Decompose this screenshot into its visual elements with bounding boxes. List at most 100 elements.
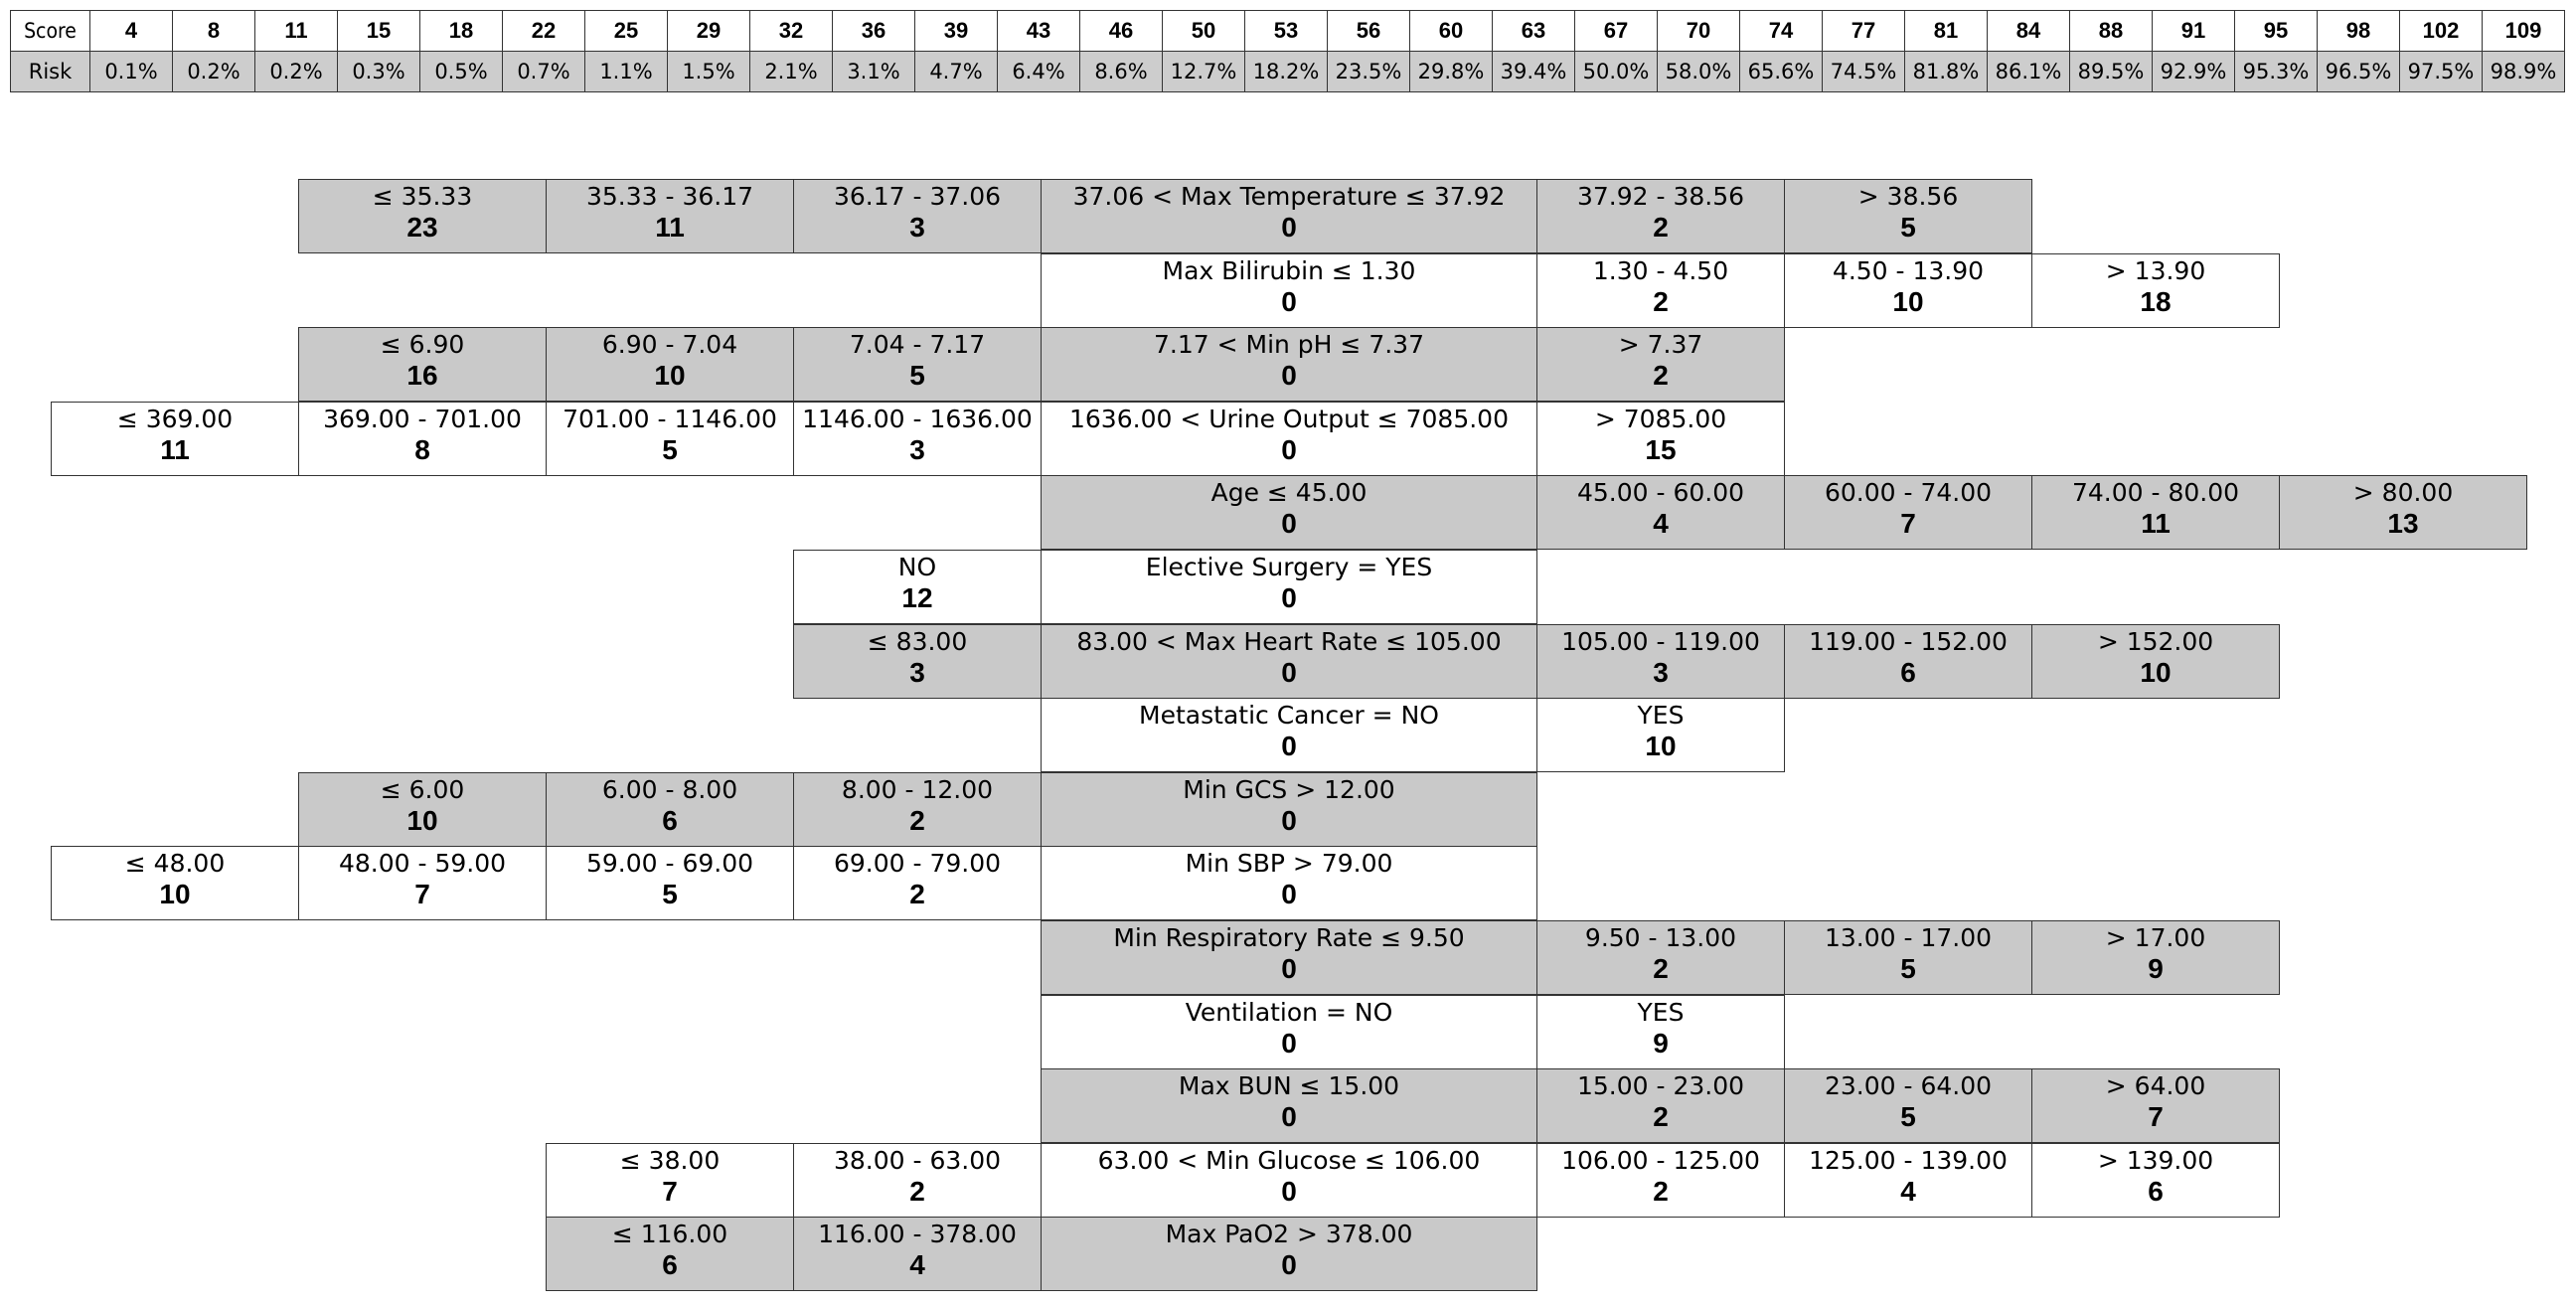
bin-points: 2 [1653,1175,1669,1207]
bin-label: 1.30 - 4.50 [1592,255,1729,285]
score-cell: 77 [1822,10,1905,52]
max-temperature-bin: 36.17 - 37.06 3 [793,179,1042,253]
risk-cell: 39.4% [1492,51,1575,92]
bin-label: 63.00 < Min Glucose ≤ 106.00 [1097,1145,1481,1175]
bin-label: 45.00 - 60.00 [1576,478,1745,508]
risk-cell: 98.9% [2482,51,2565,92]
bin-points: 11 [655,212,685,243]
risk-cell: 92.9% [2152,51,2235,92]
bin-label: Metastatic Cancer = NO [1139,701,1439,731]
bin-points: 10 [654,360,686,392]
risk-cell: 12.7% [1162,51,1245,92]
bin-points: 23 [406,212,438,243]
bin-points: 7 [2148,1101,2164,1133]
risk-cell: 50.0% [1574,51,1658,92]
score-cell: 74 [1739,10,1823,52]
urine-output-reference: 1636.00 < Urine Output ≤ 7085.00 0 [1041,401,1537,476]
bin-points: 4 [909,1249,925,1281]
elective-surgery-bin: NO 12 [793,550,1042,624]
urine-output-bin: 369.00 - 701.00 8 [298,401,547,476]
score-cell: 36 [832,10,915,52]
urine-output-bin: 701.00 - 1146.00 5 [546,401,794,476]
bin-points: 0 [1281,582,1297,613]
score-cell: 8 [172,10,255,52]
bin-label: ≤ 6.90 [380,330,465,360]
max-temperature-reference: 37.06 < Max Temperature ≤ 37.92 0 [1041,179,1537,253]
bin-points: 15 [1645,433,1677,465]
risk-cell: 0.7% [502,51,585,92]
min-gcs-reference: Min GCS > 12.00 0 [1041,771,1537,847]
bin-label: 60.00 - 74.00 [1824,478,1993,508]
score-cell: 56 [1327,10,1410,52]
max-temperature-bin: 35.33 - 36.17 11 [546,179,794,253]
bin-label: 48.00 - 59.00 [338,849,507,879]
bin-points: 12 [901,582,933,613]
min-respiratory-rate-bin: > 17.00 9 [2031,920,2280,995]
bin-label: 38.00 - 63.00 [833,1145,1002,1175]
max-heart-rate-bin: 105.00 - 119.00 3 [1536,623,1785,699]
bin-points: 0 [1281,360,1297,392]
bin-points: 0 [1281,1101,1297,1133]
bin-points: 4 [1900,1175,1916,1207]
bin-points: 2 [909,879,925,910]
bin-points: 16 [406,360,438,392]
bin-label: YES [1637,701,1685,731]
min-gcs-bin: 6.00 - 8.00 6 [546,771,794,847]
risk-cell: 89.5% [2069,51,2153,92]
bin-label: > 38.56 [1857,182,1959,211]
risk-cell: 29.8% [1409,51,1493,92]
bin-label: 15.00 - 23.00 [1576,1071,1745,1101]
min-ph-reference: 7.17 < Min pH ≤ 7.37 0 [1041,327,1537,403]
min-sbp-bin: ≤ 48.00 10 [51,846,299,921]
bin-label: 125.00 - 139.00 [1809,1145,2008,1175]
score-cell: 46 [1079,10,1163,52]
max-temperature-bin: > 38.56 5 [1784,179,2032,253]
elective-surgery-reference: Elective Surgery = YES 0 [1041,550,1537,624]
bin-label: Elective Surgery = YES [1145,553,1433,581]
bin-label: > 152.00 [2097,626,2214,656]
bin-label: Age ≤ 45.00 [1210,478,1368,508]
score-cell: 109 [2482,10,2565,52]
score-row-label: Score [10,10,90,52]
score-risk-table: Score 4 8 11 15 18 22 25 29 32 36 39 43 46 50 53 56 60 63… [10,10,2565,92]
max-pao2-bin: ≤ 116.00 6 [546,1217,794,1292]
bin-label: 37.92 - 38.56 [1576,182,1745,211]
risk-cell: 23.5% [1327,51,1410,92]
bin-points: 0 [1281,433,1297,465]
min-respiratory-rate-bin: 13.00 - 17.00 5 [1784,920,2032,995]
max-bun-reference: Max BUN ≤ 15.00 0 [1041,1068,1537,1144]
bin-label: > 17.00 [2105,923,2206,952]
bin-points: 6 [662,804,678,836]
risk-cell: 0.5% [419,51,503,92]
bin-points: 2 [909,804,925,836]
bin-points: 0 [1281,508,1297,540]
score-cell: 15 [337,10,420,52]
risk-cell: 2.1% [749,51,833,92]
bin-label: 701.00 - 1146.00 [563,404,777,433]
bin-points: 6 [2148,1175,2164,1207]
min-glucose-reference: 63.00 < Min Glucose ≤ 106.00 0 [1041,1142,1537,1218]
score-cell: 53 [1244,10,1328,52]
min-glucose-bin: 38.00 - 63.00 2 [793,1142,1042,1218]
risk-cell: 18.2% [1244,51,1328,92]
bin-label: ≤ 35.33 [372,182,473,211]
score-cell: 39 [914,10,998,52]
bin-label: 83.00 < Max Heart Rate ≤ 105.00 [1076,626,1502,656]
bin-label: 105.00 - 119.00 [1561,626,1760,656]
bin-points: 0 [1281,1175,1297,1207]
bin-points: 10 [1645,731,1677,762]
bin-points: 2 [1653,953,1669,984]
bin-label: > 64.00 [2105,1071,2206,1101]
score-cell: 18 [419,10,503,52]
bin-label: Max PaO2 > 378.00 [1165,1220,1413,1249]
max-pao2-reference: Max PaO2 > 378.00 0 [1041,1217,1537,1292]
bin-points: 0 [1281,804,1297,836]
score-cell: 63 [1492,10,1575,52]
bin-label: > 139.00 [2097,1145,2214,1175]
bin-points: 5 [662,433,678,465]
bin-label: 8.00 - 12.00 [841,774,994,804]
score-cell: 98 [2317,10,2400,52]
bin-points: 5 [662,879,678,910]
risk-cell: 0.3% [337,51,420,92]
score-cell: 95 [2234,10,2318,52]
